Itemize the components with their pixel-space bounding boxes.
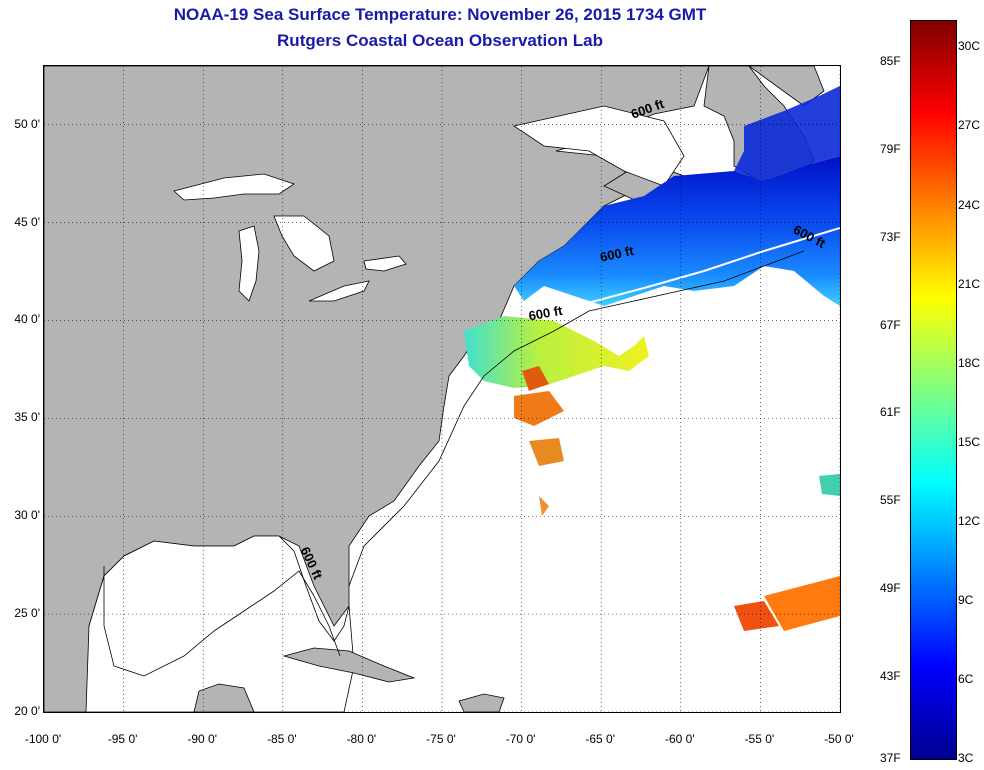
longitude-tick-label: -55 0' bbox=[744, 732, 775, 746]
contour-layer bbox=[103, 250, 805, 677]
celsius-scale-label: 12C bbox=[958, 513, 981, 528]
map-subtitle: Rutgers Coastal Ocean Observation Lab bbox=[277, 31, 603, 50]
fahrenheit-scale-label: 73F bbox=[880, 229, 901, 244]
sst-layer bbox=[464, 86, 840, 631]
sst-north-top bbox=[734, 86, 840, 181]
contour-label: 600 ft bbox=[527, 303, 564, 324]
celsius-scale-label: 21C bbox=[958, 276, 981, 291]
longitude-tick-label: -90 0' bbox=[187, 732, 218, 746]
celsius-scale-label: 30C bbox=[958, 39, 981, 54]
land-cuba bbox=[282, 647, 416, 683]
map-title: NOAA-19 Sea Surface Temperature: Novembe… bbox=[173, 5, 707, 24]
longitude-tick-label: -80 0' bbox=[346, 732, 377, 746]
celsius-scale-label: 27C bbox=[958, 118, 981, 133]
lake-huron bbox=[273, 215, 335, 272]
sst-warm-patch-2 bbox=[529, 438, 564, 466]
lake-ontario bbox=[363, 255, 407, 272]
contour-line-atlantic bbox=[348, 250, 805, 587]
latitude-tick-label: 50 0' bbox=[14, 116, 40, 131]
graticule bbox=[44, 66, 840, 712]
land-labrador bbox=[748, 66, 825, 107]
fahrenheit-scale-label: 43F bbox=[880, 669, 901, 683]
longitude-tick-label: -60 0' bbox=[664, 732, 695, 746]
contour-white-line bbox=[583, 227, 840, 305]
sst-warm-core bbox=[522, 366, 549, 391]
contour-label: 600 ft bbox=[599, 243, 636, 265]
map-panel: 600 ft 600 ft 600 ft 600 ft 600 ft bbox=[43, 65, 841, 713]
contour-line-gulf bbox=[103, 566, 341, 677]
longitude-tick-label: -85 0' bbox=[266, 732, 297, 746]
fahrenheit-scale-label: 55F bbox=[880, 493, 901, 508]
longitude-tick-label: -65 0' bbox=[585, 732, 616, 746]
sst-north bbox=[514, 156, 840, 306]
land-hispaniola bbox=[458, 693, 505, 712]
land-yucatan bbox=[193, 683, 255, 712]
sst-warm-patch-4 bbox=[734, 601, 779, 631]
longitude-tick-label: -50 0' bbox=[824, 732, 854, 746]
lake-erie bbox=[308, 280, 370, 302]
longitude-tick-label: -100 0' bbox=[24, 732, 62, 746]
latitude-tick-label: 25 0' bbox=[14, 606, 40, 621]
latitude-tick-label: 45 0' bbox=[14, 214, 40, 229]
land-layer bbox=[44, 66, 825, 712]
celsius-scale-label: 3C bbox=[958, 751, 974, 765]
latitude-tick-label: 20 0' bbox=[14, 704, 40, 718]
sst-mid bbox=[464, 316, 649, 388]
longitude-tick-label: -75 0' bbox=[426, 732, 456, 746]
celsius-scale-label: 18C bbox=[958, 355, 981, 370]
fahrenheit-scale-label: 85F bbox=[880, 54, 901, 68]
fahrenheit-scale-label: 67F bbox=[880, 317, 901, 332]
fahrenheit-scale-label: 37F bbox=[880, 751, 901, 765]
celsius-scale-label: 6C bbox=[958, 671, 974, 686]
sst-warm-patch-3 bbox=[539, 496, 549, 516]
gulf-of-mexico bbox=[85, 535, 355, 712]
color-scale-bar bbox=[910, 20, 957, 760]
fahrenheit-scale-label: 79F bbox=[880, 141, 901, 156]
latitude-tick-label: 30 0' bbox=[14, 508, 40, 523]
celsius-scale-label: 24C bbox=[958, 197, 981, 212]
sst-warm-patch-5 bbox=[764, 576, 840, 631]
lake-michigan bbox=[238, 225, 260, 302]
latitude-tick-label: 40 0' bbox=[14, 312, 40, 327]
celsius-scale-label: 9C bbox=[958, 592, 974, 607]
sst-warm-patch-1 bbox=[514, 391, 564, 426]
celsius-scale-label: 15C bbox=[958, 434, 981, 449]
sst-cool-patch bbox=[819, 474, 840, 496]
fahrenheit-scale-label: 49F bbox=[880, 581, 901, 596]
lake-superior bbox=[173, 173, 295, 201]
longitude-tick-label: -95 0' bbox=[107, 732, 138, 746]
fahrenheit-scale-label: 61F bbox=[880, 405, 901, 420]
latitude-tick-label: 35 0' bbox=[14, 410, 40, 425]
longitude-tick-label: -70 0' bbox=[505, 732, 536, 746]
